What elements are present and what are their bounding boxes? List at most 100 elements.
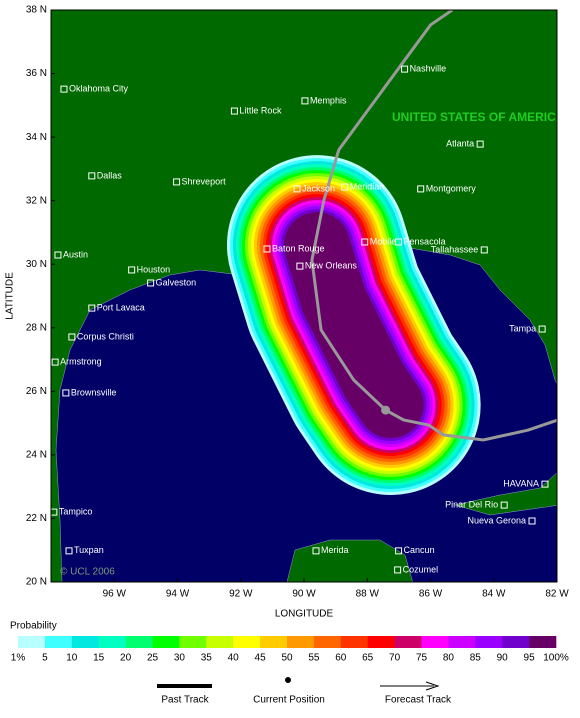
city-marker	[500, 501, 508, 509]
probability-swath	[226, 155, 481, 495]
legend-current-position-dot	[285, 677, 291, 683]
city-marker	[62, 389, 70, 397]
legend: Past Track Current Position Forecast Tra…	[157, 677, 452, 706]
city-marker	[88, 304, 96, 312]
y-tick-label: 26 N	[26, 386, 47, 397]
colorbar-cell	[206, 636, 234, 648]
y-tick-label: 28 N	[26, 322, 47, 333]
legend-label: Past Track	[161, 695, 209, 706]
city-marker	[541, 480, 549, 488]
colorbar-tick-label: 1%	[11, 653, 26, 664]
x-tick-label: 88 W	[356, 589, 380, 600]
city-label: Merida	[321, 545, 349, 555]
current-position	[381, 405, 391, 415]
x-tick-label: 96 W	[103, 589, 127, 600]
map-area: UNITED STATES OF AMERICA © UCL 2006 Okla…	[51, 10, 565, 582]
colorbar-cell	[260, 636, 288, 648]
legend-label: Forecast Track	[385, 695, 452, 706]
city-marker	[341, 183, 349, 191]
past-track	[310, 10, 454, 412]
x-tick-label: 82 W	[545, 589, 569, 600]
colorbar-cell	[152, 636, 180, 648]
city-marker	[88, 172, 96, 180]
city-marker	[51, 508, 58, 516]
city-label: Corpus Christi	[77, 331, 134, 341]
city-marker	[54, 251, 62, 259]
colorbar-tick-label: 75	[416, 653, 428, 664]
city-marker	[361, 238, 369, 246]
colorbar-cell	[340, 636, 368, 648]
colorbar-tick-label: 60	[335, 653, 347, 664]
city-label: Meridian	[350, 181, 385, 191]
city-label: Nashville	[410, 63, 447, 73]
city-label: Nueva Gerona	[467, 515, 526, 525]
legend-label: Current Position	[253, 695, 325, 706]
probability-band	[283, 212, 424, 438]
city-label: Tuxpan	[74, 545, 104, 555]
city-marker	[395, 547, 403, 555]
colorbar-cell	[394, 636, 422, 648]
city-label: Austin	[63, 249, 88, 259]
country-label: UNITED STATES OF AMERICA	[392, 110, 565, 124]
city-label: Little Rock	[239, 105, 282, 115]
city-label: Tallahassee	[431, 244, 479, 254]
colorbar-tick-label: 95	[524, 653, 536, 664]
city-marker	[296, 262, 304, 270]
x-tick-label: 92 W	[229, 589, 253, 600]
city-marker	[173, 178, 181, 186]
y-axis-label: LATITUDE	[5, 272, 16, 320]
city-label: Galveston	[156, 277, 197, 287]
colorbar-cell	[98, 636, 126, 648]
city-marker	[68, 333, 76, 341]
colorbar-cell	[529, 636, 557, 648]
city-label: Mobile	[370, 236, 397, 246]
colorbar-cell	[71, 636, 99, 648]
city-label: Cancun	[404, 545, 435, 555]
city-label: Pinar Del Rio	[445, 499, 498, 509]
city-label: Tampa	[509, 323, 536, 333]
city-marker	[263, 245, 271, 253]
colorbar-title: Probability	[10, 621, 57, 632]
colorbar-cell	[475, 636, 503, 648]
x-tick-label: 94 W	[166, 589, 190, 600]
city-marker	[394, 566, 402, 574]
colorbar-tick-label: 45	[255, 653, 267, 664]
city-marker	[60, 85, 68, 93]
colorbar-tick-label: 10	[66, 653, 78, 664]
colorbar-tick-label: 55	[308, 653, 320, 664]
city-label: Houston	[137, 264, 171, 274]
y-tick-label: 22 N	[26, 513, 47, 524]
map-overlay: UNITED STATES OF AMERICA © UCL 2006 Okla…	[51, 10, 565, 578]
colorbar-tick-label: 80	[443, 653, 455, 664]
colorbar-tick-label: 50	[281, 653, 293, 664]
city-marker	[312, 547, 320, 555]
city-label: Port Lavaca	[97, 302, 145, 312]
city-label: HAVANA	[503, 478, 539, 488]
city-label: Brownsville	[71, 387, 117, 397]
city-marker	[417, 185, 425, 193]
colorbar-cell	[179, 636, 207, 648]
city-label: Oklahoma City	[69, 84, 129, 94]
city-label: Montgomery	[426, 183, 477, 193]
axes: LONGITUDE LATITUDE 96 W 94 W 92 W 90 W 88 W 8…	[5, 5, 570, 620]
x-tick-label: 86 W	[419, 589, 443, 600]
city-label: Baton Rouge	[272, 243, 325, 253]
colorbar-cell	[367, 636, 395, 648]
colorbar: Probability 1% 5 10 15 20 25 30 35 40 45 50 55 60 65 7…	[10, 621, 569, 664]
city-label: Pensacola	[404, 236, 446, 246]
city-marker	[528, 517, 536, 525]
city-marker	[301, 97, 309, 105]
city-marker	[65, 547, 73, 555]
colorbar-cell	[233, 636, 261, 648]
colorbar-cell	[421, 636, 449, 648]
city-marker	[401, 65, 409, 73]
city-label: Shreveport	[182, 176, 227, 186]
city-marker	[293, 185, 301, 193]
x-axis-label: LONGITUDE	[275, 609, 334, 620]
city-label: Atlanta	[446, 138, 474, 148]
y-tick-label: 34 N	[26, 132, 47, 143]
y-tick-label: 24 N	[26, 450, 47, 461]
city-label: Dallas	[97, 170, 123, 180]
colorbar-tick-label: 85	[470, 653, 482, 664]
y-tick-label: 36 N	[26, 68, 47, 79]
